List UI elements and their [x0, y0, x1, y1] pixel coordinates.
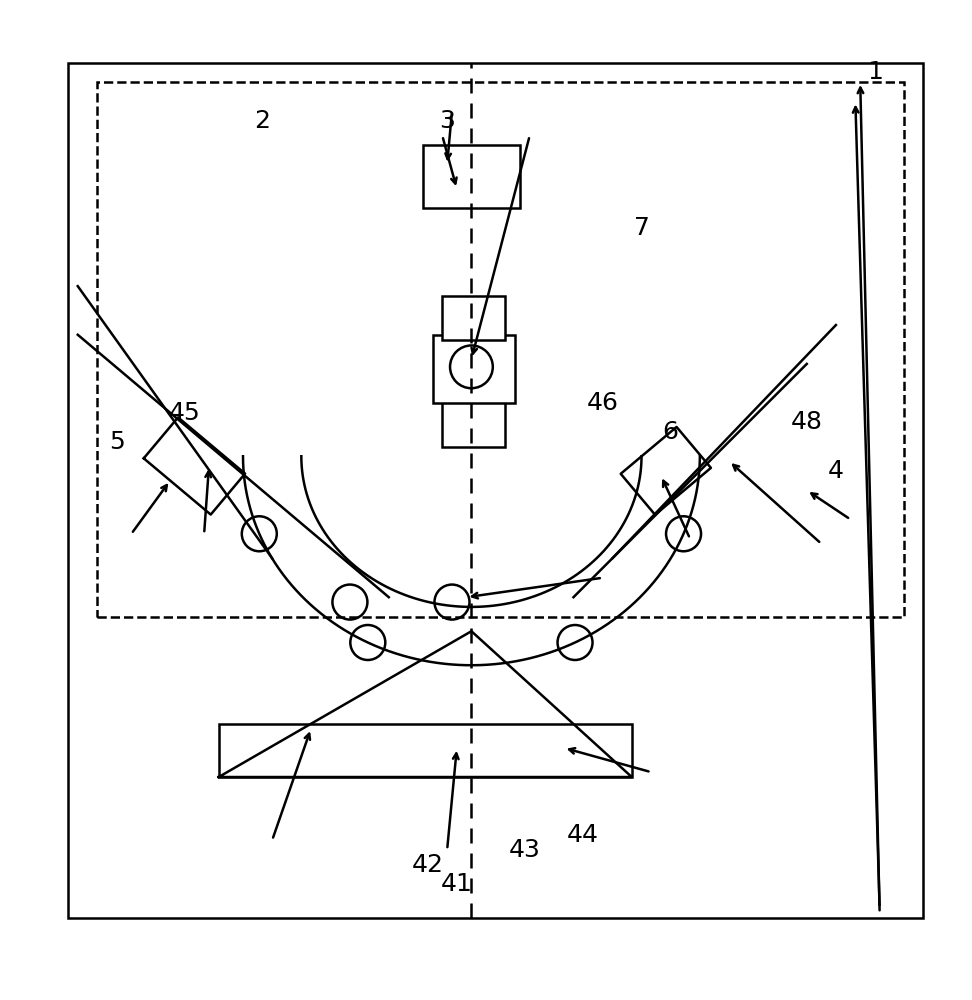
Bar [219, 724, 632, 777]
Bar [442, 296, 505, 340]
Text: 3: 3 [439, 109, 455, 133]
Text: 5: 5 [109, 430, 124, 454]
Bar [68, 63, 923, 918]
Bar [97, 82, 904, 617]
Bar [442, 393, 505, 447]
Text: 4: 4 [828, 459, 844, 483]
Text: 43: 43 [509, 838, 540, 862]
Bar [433, 335, 515, 403]
Text: 42: 42 [412, 852, 443, 876]
Text: 46: 46 [587, 391, 618, 415]
Text: 7: 7 [634, 216, 649, 240]
Text: 6: 6 [663, 420, 678, 444]
Text: 41: 41 [441, 872, 472, 896]
Text: 2: 2 [255, 109, 270, 133]
Bar [423, 145, 520, 208]
Text: 1: 1 [867, 60, 883, 84]
Text: 48: 48 [791, 410, 822, 434]
Text: 44: 44 [568, 823, 599, 847]
Text: 45: 45 [169, 401, 200, 425]
